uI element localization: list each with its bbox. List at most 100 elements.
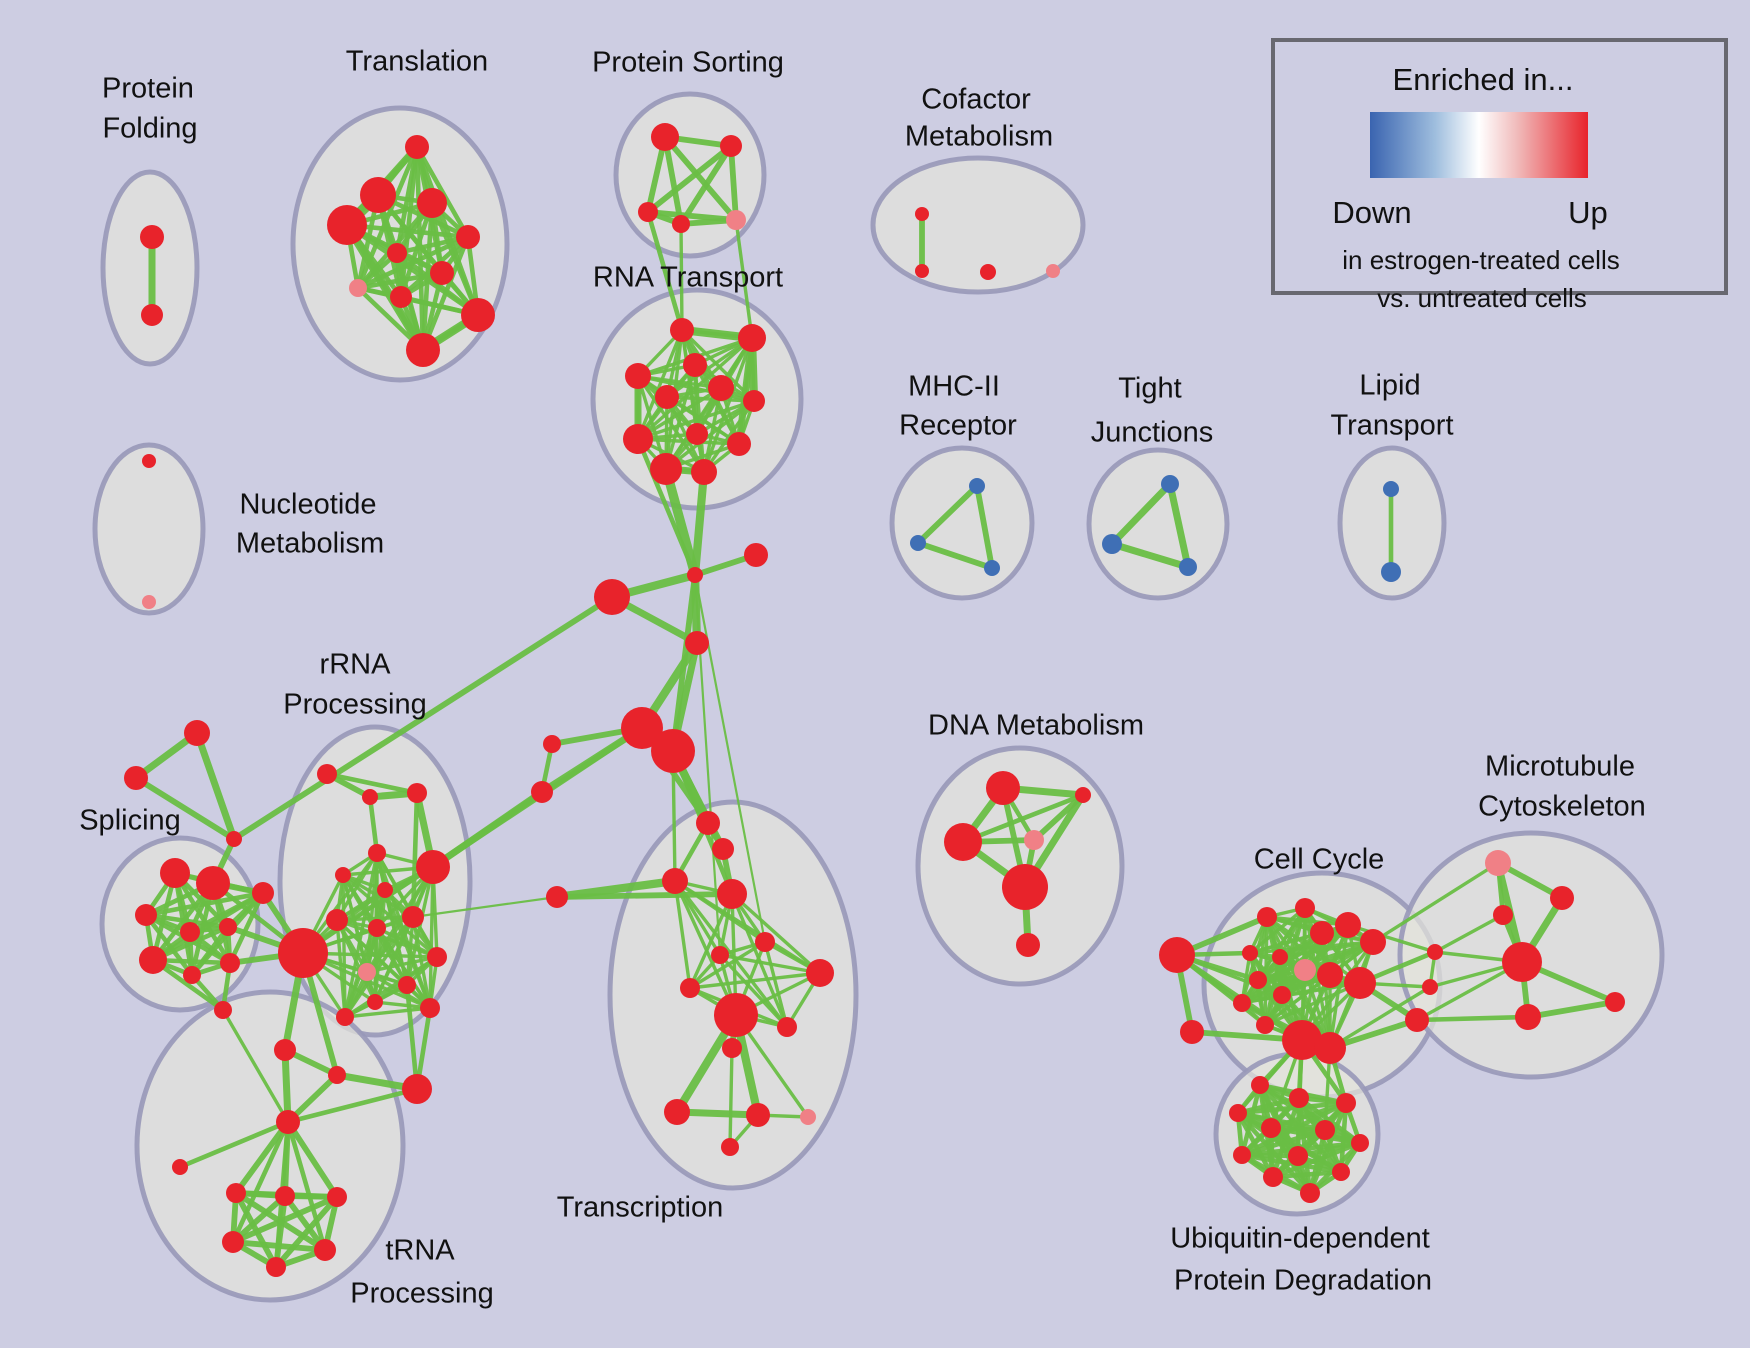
cluster-label-splicing: Splicing	[79, 805, 181, 837]
edge-rt11-j0	[690, 467, 709, 580]
node-ps4	[726, 210, 746, 230]
cluster-label-dna-metabolism: DNA Metabolism	[928, 710, 1144, 742]
node-u7	[1233, 1146, 1251, 1164]
edge-ps4-rt1	[734, 218, 754, 340]
nodes	[124, 123, 1625, 1277]
node-dm2	[944, 823, 982, 861]
cluster-label-trna-processing-line1: tRNA	[385, 1235, 455, 1267]
node-nm0	[142, 454, 156, 468]
edge-rt0-rt7	[636, 328, 684, 441]
node-rt7	[623, 424, 653, 454]
node-u1	[1289, 1088, 1309, 1108]
edge-tx11-tx12	[673, 1108, 762, 1119]
node-mt3	[1427, 944, 1443, 960]
edge-rr6-rr14	[335, 918, 347, 1019]
node-rn1	[274, 1039, 296, 1061]
edge-rt1-rt9	[735, 334, 756, 448]
node-cc11	[1344, 967, 1376, 999]
edge-mtp-cc8	[1371, 861, 1500, 944]
edge-cc8-cc16	[1300, 940, 1375, 1042]
node-sp9	[252, 882, 274, 904]
edge-sp7-sp9	[227, 890, 266, 966]
edge-mh1-mh2	[915, 540, 995, 571]
node-cc14	[1233, 994, 1251, 1012]
node-rr9	[427, 947, 447, 967]
cluster-label-nucleotide-metabolism-line2: Metabolism	[236, 528, 384, 560]
edge-mt3-cc7	[1346, 923, 1437, 954]
edge-tn2-tn5	[273, 1194, 340, 1270]
node-cc0	[1159, 937, 1195, 973]
node-rhub	[278, 928, 328, 978]
edge-trb-tn4	[285, 1119, 328, 1253]
node-rt9	[727, 432, 751, 456]
node-cc18	[1405, 1008, 1429, 1032]
edge-sp2-sp6	[143, 912, 195, 978]
edge-rn1-trb	[281, 1046, 292, 1126]
edge-u5-u7	[1239, 1127, 1328, 1158]
node-t2	[327, 205, 367, 245]
node-cf0	[915, 207, 929, 221]
edge-t6-t7	[355, 270, 445, 291]
edge-tx2-tx7	[673, 879, 692, 990]
node-t5	[387, 243, 407, 263]
edge-trb-tn0	[233, 1119, 291, 1196]
node-mh2	[984, 560, 1000, 576]
edge-rr11-rr12	[405, 865, 435, 987]
edge-trb-tn3	[230, 1119, 291, 1245]
cluster-label-nucleotide-metabolism-line1: Nucleotide	[239, 489, 376, 521]
edge-txl-tx3	[554, 891, 735, 900]
edge-tn1-tn4	[282, 1193, 328, 1253]
node-rr13	[367, 994, 383, 1010]
cluster-label-protein-sorting: Protein Sorting	[592, 47, 784, 79]
cluster-label-microtubule-cytoskeleton-line2: Cytoskeleton	[1478, 791, 1646, 823]
node-rr14	[336, 1008, 354, 1026]
node-sp5	[139, 946, 167, 974]
node-t3	[417, 188, 447, 218]
edge-sp2-sp9	[143, 890, 266, 918]
cluster-label-cell-cycle: Cell Cycle	[1254, 844, 1385, 876]
cluster-label-lipid-transport-line1: Lipid	[1359, 370, 1420, 402]
edge-mh0-mh2	[974, 483, 995, 571]
node-mt2	[1502, 942, 1542, 982]
edge-ps1-ps2	[645, 143, 734, 215]
node-rr2	[407, 783, 427, 803]
node-t8	[390, 286, 412, 308]
edge-rr14-rr15	[343, 1006, 432, 1019]
node-tx0	[696, 811, 720, 835]
node-sp6	[183, 966, 201, 984]
node-cc10	[1317, 962, 1343, 988]
node-t1	[360, 177, 396, 213]
node-rt4	[655, 385, 679, 409]
node-rt2	[683, 353, 707, 377]
edge-cc3-cc4	[1248, 906, 1307, 955]
node-mtp	[1485, 850, 1511, 876]
node-t4	[456, 225, 480, 249]
node-lp0	[1383, 481, 1399, 497]
node-dm0	[986, 771, 1020, 805]
node-cc6	[1310, 921, 1334, 945]
legend-up-label: Up	[1568, 195, 1608, 230]
legend-down-label: Down	[1332, 195, 1411, 230]
cluster-label-transcription: Transcription	[557, 1192, 724, 1224]
edge-cc0-cc13	[1175, 953, 1284, 997]
node-rt3	[625, 363, 651, 389]
node-cc9	[1294, 959, 1316, 981]
node-tn1	[275, 1186, 295, 1206]
cluster-label-cofactor-metabolism-line1: Cofactor	[921, 84, 1031, 116]
legend-box	[1271, 38, 1728, 295]
edge-tx5-tx9	[718, 953, 789, 1029]
edge-tj0-tj1	[1108, 480, 1174, 548]
edge-tx2-tx9	[673, 879, 789, 1029]
edge-rt5-rt11	[702, 386, 723, 474]
node-sp2	[135, 904, 157, 926]
node-rt8	[686, 423, 708, 445]
cluster-label-cofactor-metabolism-line2: Metabolism	[905, 121, 1053, 153]
cluster-label-tight-junctions-line2: Junctions	[1091, 417, 1214, 449]
node-tl0	[172, 1159, 188, 1175]
node-tj2	[1179, 558, 1197, 576]
node-x1	[531, 781, 553, 803]
edge-rt6-rt7	[636, 399, 756, 441]
edge-tx10-tx14	[728, 1046, 734, 1149]
edge-mt3-mt1	[1433, 913, 1505, 954]
node-tx6	[806, 959, 834, 987]
